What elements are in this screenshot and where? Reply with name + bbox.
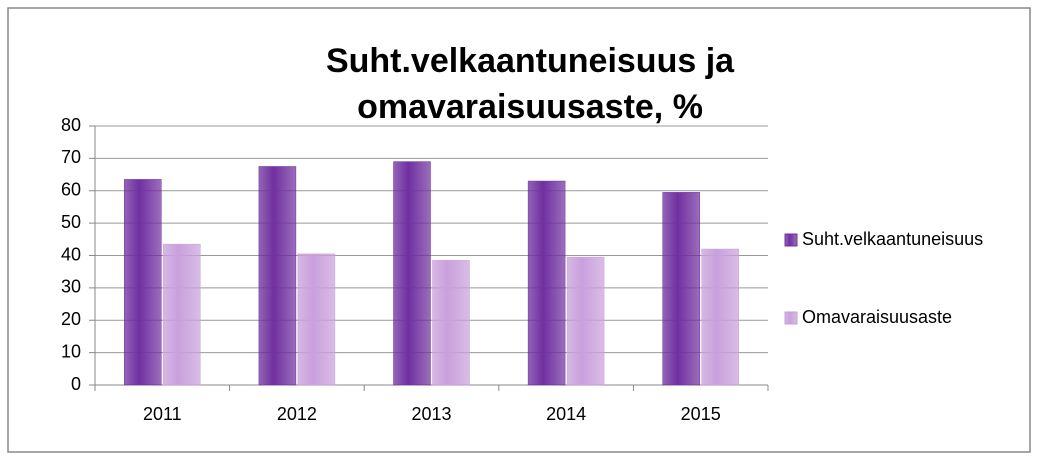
legend-swatch: [784, 233, 798, 247]
legend-label: Suht.velkaantuneisuus: [802, 229, 983, 249]
bar: [124, 179, 162, 386]
x-tick-label: 2014: [546, 404, 586, 424]
bar: [297, 253, 336, 386]
x-tick-label: 2015: [681, 404, 721, 424]
bar: [662, 192, 700, 386]
bar: [258, 166, 297, 386]
x-tick-label: 2012: [277, 404, 317, 424]
y-tick-label: 20: [61, 309, 81, 329]
y-tick-label: 30: [61, 277, 81, 297]
y-tick-label: 80: [61, 115, 81, 135]
y-tick-label: 40: [61, 244, 81, 264]
y-tick-label: 50: [61, 212, 81, 232]
legend-label: Omavaraisuusaste: [802, 307, 952, 327]
bar: [566, 256, 605, 386]
x-tick-label: 2013: [411, 404, 451, 424]
chart-title: Suht.velkaantuneisuus ja omavaraisuusast…: [325, 42, 735, 126]
y-tick-label: 0: [71, 374, 81, 394]
bar: [701, 248, 739, 386]
y-tick-label: 70: [61, 147, 81, 167]
legend-swatch: [784, 311, 798, 325]
x-tick-label: 2011: [143, 404, 182, 424]
y-tick-label: 10: [61, 341, 81, 361]
bar: [432, 260, 470, 386]
bar: [527, 180, 566, 386]
bar: [393, 161, 431, 386]
y-tick-label: 60: [61, 180, 81, 200]
bar: [163, 243, 201, 386]
